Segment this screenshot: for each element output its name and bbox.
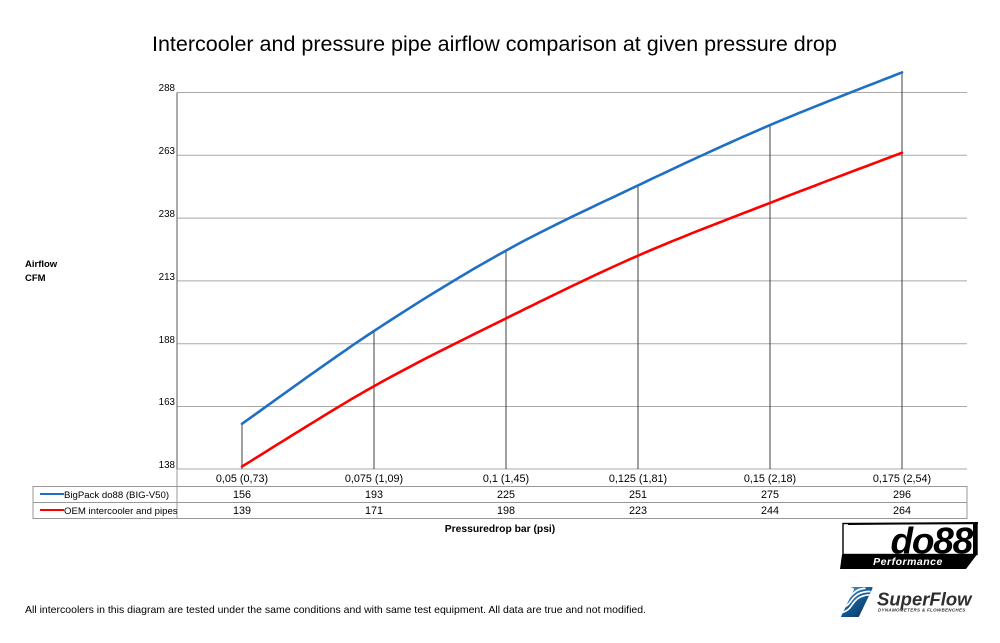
svg-text:Performance: Performance [873,556,943,568]
svg-text:SuperFlow: SuperFlow [877,589,973,610]
svg-text:DYNAMOMETERS & FLOWBENCHES: DYNAMOMETERS & FLOWBENCHES [878,608,966,613]
